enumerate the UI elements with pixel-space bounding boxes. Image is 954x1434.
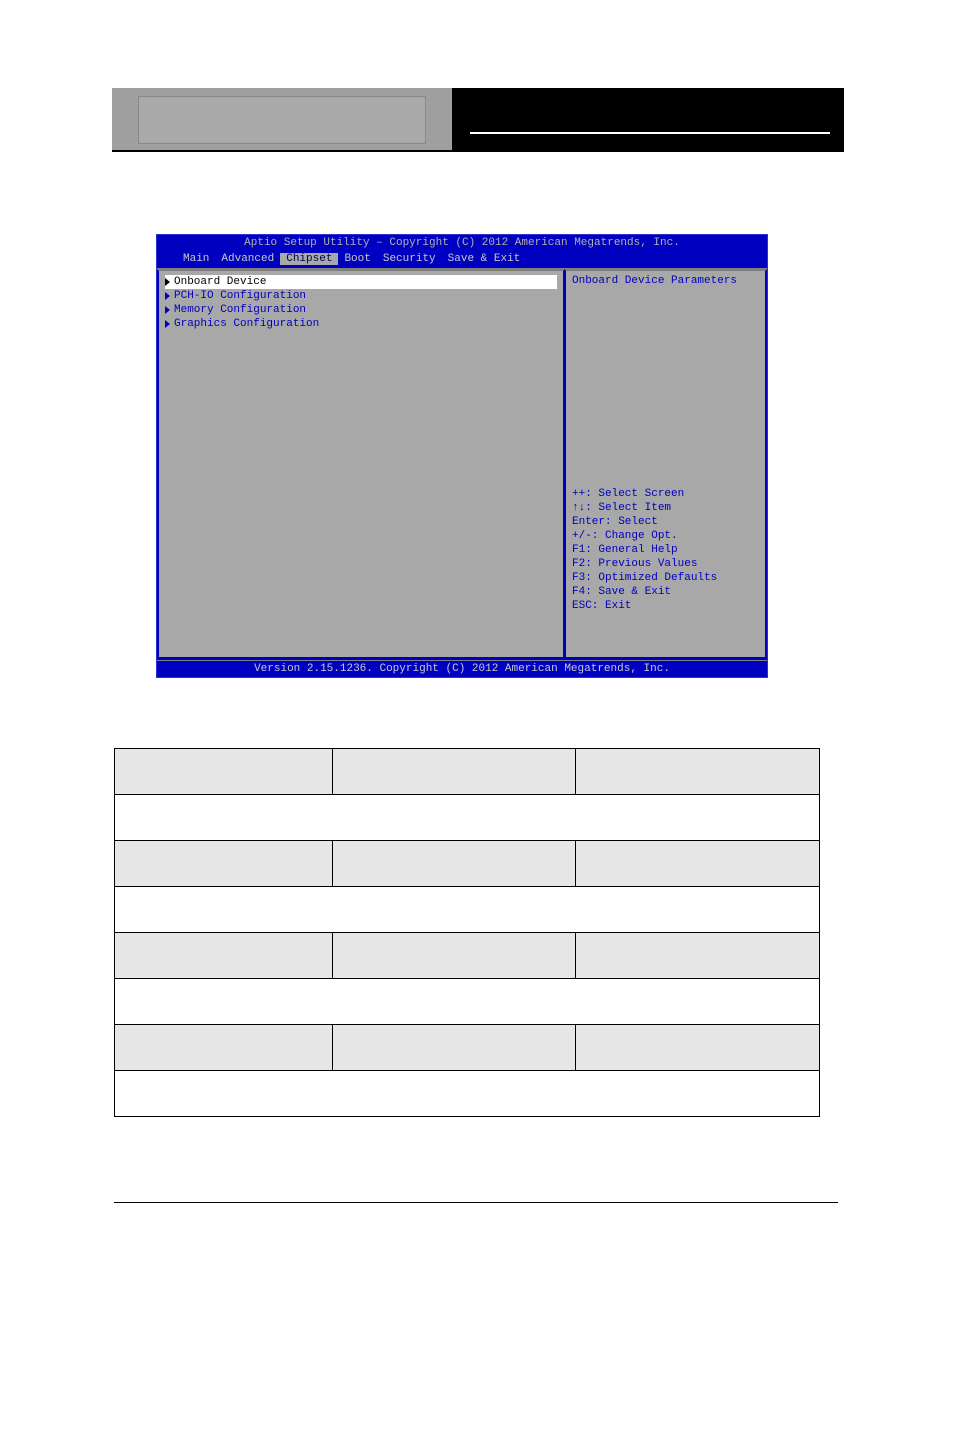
menu-graphics-config[interactable]: Graphics Configuration bbox=[165, 317, 557, 331]
tab-security[interactable]: Security bbox=[377, 253, 442, 265]
spec-table bbox=[114, 748, 820, 1117]
help-line: ↑↓: Select Item bbox=[572, 501, 759, 515]
table-cell bbox=[115, 933, 333, 979]
bios-window: Aptio Setup Utility – Copyright (C) 2012… bbox=[156, 234, 768, 678]
table-row bbox=[115, 1071, 820, 1117]
help-line: ESC: Exit bbox=[572, 599, 759, 613]
help-line: ++: Select Screen bbox=[572, 487, 759, 501]
table-cell bbox=[576, 933, 820, 979]
header-right-block bbox=[452, 88, 844, 152]
menu-memory-config[interactable]: Memory Configuration bbox=[165, 303, 557, 317]
table-cell bbox=[115, 841, 333, 887]
header-underline bbox=[470, 132, 830, 134]
help-line: F2: Previous Values bbox=[572, 557, 759, 571]
table-cell bbox=[332, 933, 576, 979]
table-cell bbox=[115, 887, 820, 933]
tab-boot[interactable]: Boot bbox=[338, 253, 376, 265]
table-cell bbox=[115, 795, 820, 841]
table-row bbox=[115, 1025, 820, 1071]
table-cell bbox=[332, 749, 576, 795]
menu-pch-io[interactable]: PCH-IO Configuration bbox=[165, 289, 557, 303]
help-line: F4: Save & Exit bbox=[572, 585, 759, 599]
menu-label: Memory Configuration bbox=[174, 303, 306, 317]
table-row bbox=[115, 841, 820, 887]
bios-help-title: Onboard Device Parameters bbox=[572, 275, 759, 487]
table-row bbox=[115, 933, 820, 979]
header-left-block bbox=[112, 88, 452, 152]
bios-tab-bar: Main Advanced Chipset Boot Security Save… bbox=[157, 251, 767, 267]
help-line: F1: General Help bbox=[572, 543, 759, 557]
bios-title-bar: Aptio Setup Utility – Copyright (C) 2012… bbox=[157, 235, 767, 251]
spacer bbox=[572, 613, 759, 653]
chevron-right-icon bbox=[165, 306, 170, 314]
page-footer-rule bbox=[114, 1202, 838, 1203]
menu-label: Onboard Device bbox=[174, 275, 266, 289]
header-left-inset bbox=[138, 96, 426, 144]
page-header-band bbox=[112, 88, 844, 152]
table-cell bbox=[115, 1071, 820, 1117]
menu-onboard-device[interactable]: Onboard Device bbox=[165, 275, 557, 289]
table-row bbox=[115, 887, 820, 933]
tab-main[interactable]: Main bbox=[177, 253, 215, 265]
bios-help-panel: Onboard Device Parameters ++: Select Scr… bbox=[565, 269, 767, 659]
tab-chipset[interactable]: Chipset bbox=[280, 253, 338, 265]
table-cell bbox=[576, 1025, 820, 1071]
bios-footer: Version 2.15.1236. Copyright (C) 2012 Am… bbox=[157, 661, 767, 677]
table-row bbox=[115, 795, 820, 841]
chevron-right-icon bbox=[165, 320, 170, 328]
bios-body: Onboard Device PCH-IO Configuration Memo… bbox=[157, 269, 767, 659]
menu-label: Graphics Configuration bbox=[174, 317, 319, 331]
table-cell bbox=[576, 841, 820, 887]
table-cell bbox=[332, 1025, 576, 1071]
table-cell bbox=[576, 749, 820, 795]
table-cell bbox=[115, 979, 820, 1025]
chevron-right-icon bbox=[165, 278, 170, 286]
table-cell bbox=[115, 749, 333, 795]
table-row bbox=[115, 749, 820, 795]
chevron-right-icon bbox=[165, 292, 170, 300]
help-line: F3: Optimized Defaults bbox=[572, 571, 759, 585]
tab-advanced[interactable]: Advanced bbox=[215, 253, 280, 265]
bios-key-help: ++: Select Screen ↑↓: Select Item Enter:… bbox=[572, 487, 759, 613]
tab-save-exit[interactable]: Save & Exit bbox=[442, 253, 527, 265]
help-line: Enter: Select bbox=[572, 515, 759, 529]
table-cell bbox=[115, 1025, 333, 1071]
bios-menu-panel: Onboard Device PCH-IO Configuration Memo… bbox=[157, 269, 565, 659]
help-line: +/-: Change Opt. bbox=[572, 529, 759, 543]
menu-label: PCH-IO Configuration bbox=[174, 289, 306, 303]
table-row bbox=[115, 979, 820, 1025]
table-cell bbox=[332, 841, 576, 887]
